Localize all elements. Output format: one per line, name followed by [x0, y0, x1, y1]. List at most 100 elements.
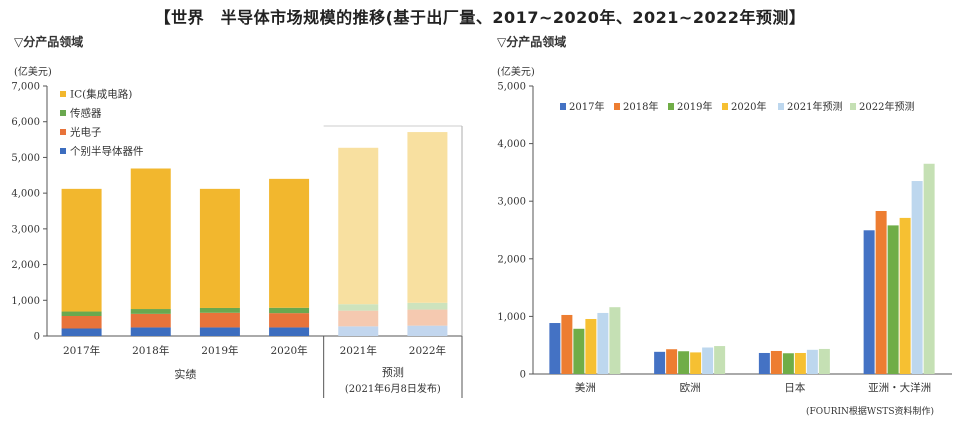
- right-legend-label: 2017年: [569, 100, 604, 113]
- left-bar-segment: [269, 327, 310, 336]
- left-bar-segment: [130, 168, 171, 310]
- left-bar-segment: [338, 147, 379, 305]
- left-x-tick-label: 2019年: [201, 344, 238, 357]
- left-legend-label: 传感器: [70, 107, 102, 120]
- left-legend-swatch: [60, 110, 66, 116]
- right-bar: [887, 225, 899, 374]
- right-x-tick-label: 美洲: [575, 381, 596, 394]
- right-legend-label: 2021年预测: [787, 100, 842, 113]
- right-legend-swatch: [850, 103, 856, 110]
- left-chart-subtitle: ▽分产品领域: [14, 35, 84, 49]
- left-x-tick-label: 2018年: [132, 344, 169, 357]
- left-legend-swatch: [60, 91, 66, 97]
- left-x-tick-label: 2020年: [270, 344, 307, 357]
- right-bar: [818, 348, 830, 374]
- left-bar-segment: [61, 311, 102, 316]
- right-bar: [875, 210, 887, 374]
- left-bar-segment: [199, 307, 240, 313]
- right-bar: [666, 349, 678, 374]
- left-y-tick-label: 4,000: [11, 189, 40, 200]
- right-y-tick-label: 5,000: [497, 82, 526, 93]
- right-x-tick-label: 欧洲: [680, 382, 701, 394]
- right-x-tick-label: 日本: [784, 381, 805, 394]
- left-group-label: 预测: [382, 366, 404, 379]
- left-bar-segment: [338, 326, 379, 336]
- right-legend-swatch: [722, 103, 728, 110]
- right-bar: [597, 312, 609, 374]
- right-y-tick-label: 1,000: [497, 312, 526, 323]
- right-bar: [702, 347, 714, 374]
- right-bar: [714, 346, 726, 374]
- left-bar-segment: [407, 325, 448, 336]
- left-bar-segment: [407, 302, 448, 310]
- left-bar-segment: [199, 188, 240, 308]
- right-legend-label: 2019年: [677, 100, 712, 113]
- right-legend-swatch: [778, 103, 784, 110]
- left-y-tick-label: 6,000: [11, 117, 40, 128]
- left-bar-segment: [130, 327, 171, 336]
- right-chart-subtitle: ▽分产品领域: [497, 35, 567, 49]
- right-legend-label: 2020年: [731, 100, 766, 113]
- right-legend-swatch: [668, 103, 674, 110]
- right-bar: [678, 351, 690, 374]
- left-legend-label: IC(集成电路): [70, 88, 132, 101]
- right-bar: [794, 352, 806, 374]
- left-bar-segment: [61, 188, 102, 312]
- right-x-tick-label: 亚洲・大洋洲: [868, 381, 931, 394]
- right-bar: [609, 307, 621, 374]
- left-x-tick-label: 2021年: [340, 344, 377, 357]
- right-legend-label: 2018年: [623, 100, 658, 113]
- right-bar: [911, 181, 923, 374]
- left-bar-segment: [407, 132, 448, 303]
- right-y-tick-label: 2,000: [497, 254, 526, 265]
- page-title: 【世界 半导体市场规模的推移(基于出厂量、2017~2020年、2021~202…: [154, 8, 806, 27]
- right-bar: [654, 351, 666, 374]
- left-bar-segment: [61, 328, 102, 336]
- right-bar: [549, 323, 561, 374]
- right-bar: [863, 230, 875, 374]
- left-y-tick-label: 3,000: [11, 224, 40, 235]
- left-bar-segment: [338, 310, 379, 327]
- left-bar-segment: [130, 309, 171, 314]
- left-legend-swatch: [60, 148, 66, 154]
- right-bar: [899, 217, 911, 374]
- right-bar: [782, 353, 794, 374]
- left-x-tick-label: 2017年: [63, 344, 100, 357]
- right-bar: [585, 318, 597, 374]
- left-bar-segment: [130, 313, 171, 328]
- left-y-tick-label: 1,000: [11, 296, 40, 307]
- right-y-tick-label: 4,000: [497, 139, 526, 150]
- left-legend-swatch: [60, 129, 66, 135]
- right-legend-swatch: [614, 103, 620, 110]
- right-bar: [758, 352, 770, 374]
- left-bar-segment: [269, 307, 310, 314]
- right-chart-ylabel: (亿美元): [497, 67, 535, 78]
- right-legend-swatch: [560, 103, 566, 110]
- left-bar-segment: [407, 309, 448, 326]
- right-bar: [923, 163, 935, 374]
- right-bar: [690, 352, 702, 374]
- left-bar-segment: [61, 316, 102, 329]
- left-legend-label: 光电子: [70, 126, 102, 139]
- left-chart-ylabel: (亿美元): [14, 67, 52, 78]
- left-group-label: 实绩: [174, 367, 196, 381]
- left-group-note: (2021年6月8日发布): [345, 382, 441, 395]
- left-legend-label: 个别半导体器件: [70, 145, 144, 158]
- right-bar: [573, 328, 585, 374]
- source-note: (FOURIN根据WSTS资料制作): [805, 407, 934, 417]
- left-y-tick-label: 0: [34, 332, 40, 343]
- right-bar: [806, 349, 818, 374]
- left-x-tick-label: 2022年: [409, 344, 446, 357]
- right-bar: [561, 314, 573, 374]
- left-y-tick-label: 5,000: [11, 153, 40, 164]
- left-bar-segment: [199, 312, 240, 328]
- right-y-tick-label: 0: [520, 370, 526, 381]
- left-bar-segment: [269, 313, 310, 328]
- left-y-tick-label: 2,000: [11, 260, 40, 271]
- right-y-tick-label: 3,000: [497, 197, 526, 208]
- left-y-tick-label: 7,000: [11, 82, 40, 93]
- right-bar: [770, 350, 782, 374]
- left-bar-segment: [269, 178, 310, 308]
